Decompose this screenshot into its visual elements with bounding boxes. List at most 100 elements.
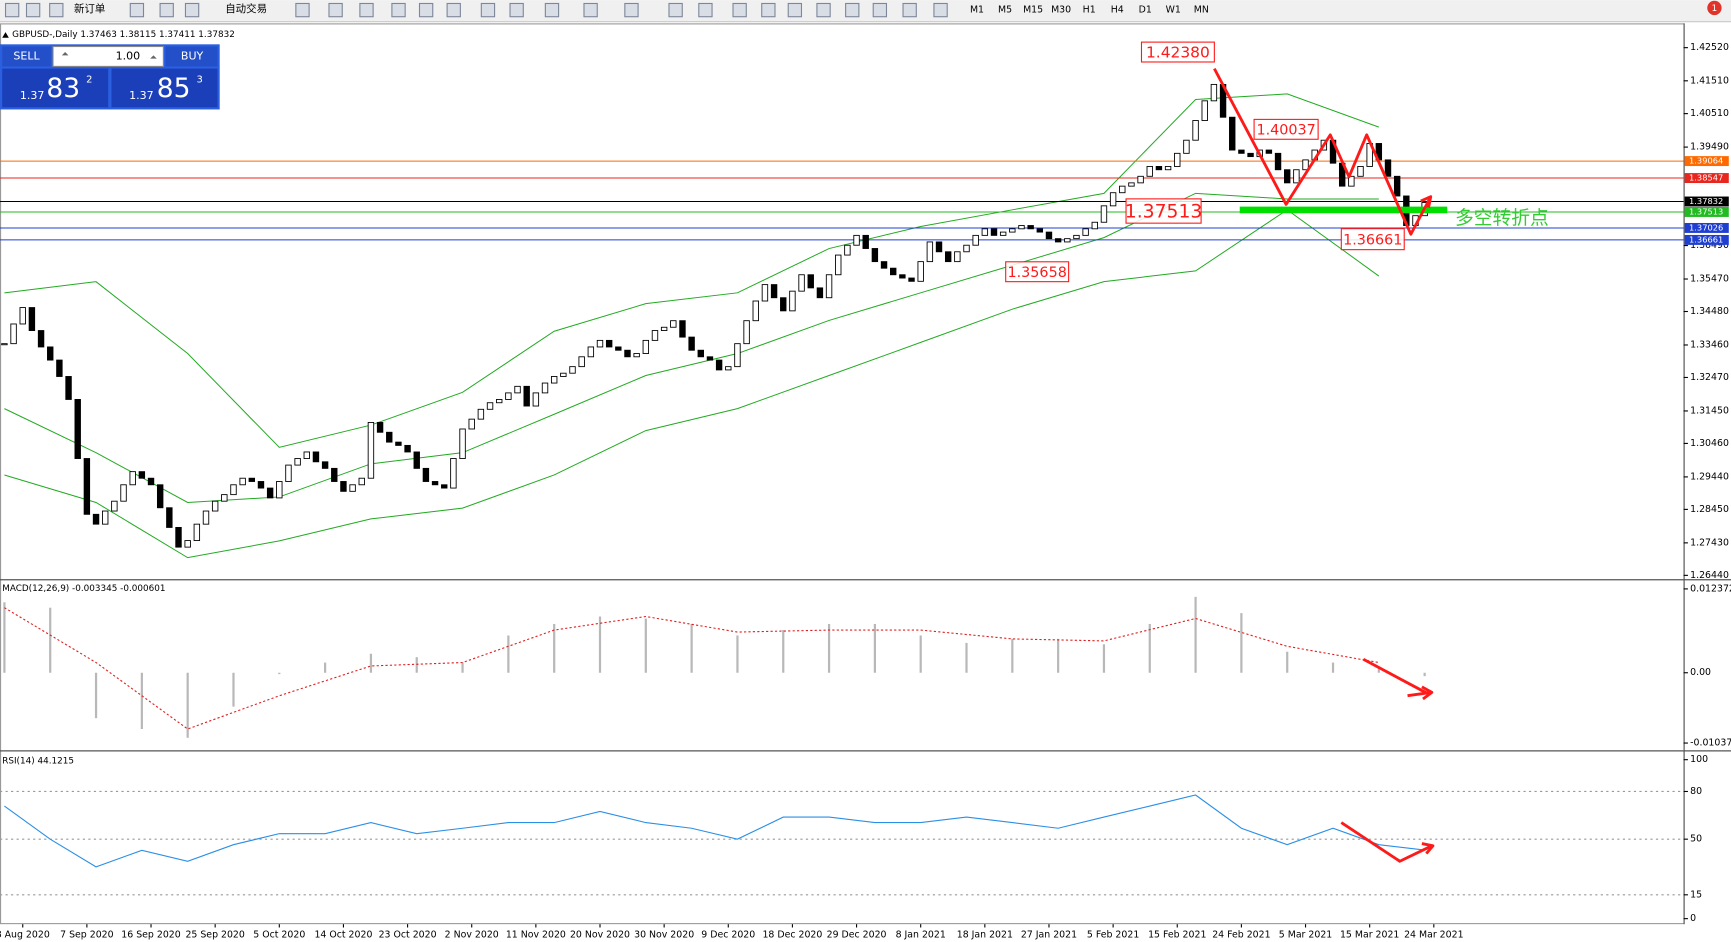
sell-label[interactable]: SELL xyxy=(13,49,40,62)
toolbar-icon[interactable] xyxy=(480,2,496,18)
candle xyxy=(468,418,475,430)
candle xyxy=(65,376,72,400)
candle xyxy=(944,251,952,263)
sell-button[interactable] xyxy=(2,46,51,67)
toolbar-icon[interactable] xyxy=(583,2,598,18)
sell-price-main: 83 xyxy=(46,73,80,104)
toolbar-icon[interactable] xyxy=(328,2,343,18)
timeframe-button[interactable]: M15 xyxy=(1023,5,1043,16)
toolbar-icon[interactable] xyxy=(184,2,200,18)
buy-button[interactable] xyxy=(165,46,218,67)
toolbar-icon[interactable] xyxy=(698,2,713,18)
toolbar-icon[interactable] xyxy=(787,2,803,18)
candle xyxy=(615,346,622,351)
toolbar-icon[interactable] xyxy=(872,2,888,18)
toolbar-icon[interactable] xyxy=(933,2,948,18)
candle xyxy=(257,481,265,489)
y-tick-label: 1.35470 xyxy=(1690,274,1729,285)
toolbar-icon[interactable] xyxy=(446,2,461,18)
macd-bar xyxy=(873,623,876,673)
candle xyxy=(651,330,659,341)
candle xyxy=(486,402,494,410)
candle xyxy=(1274,152,1282,171)
macd-bar xyxy=(1194,596,1197,673)
candle xyxy=(1393,175,1401,197)
x-tick-label: 20 Nov 2020 xyxy=(570,930,630,941)
auto-trading-button[interactable]: 自动交易 xyxy=(225,2,267,15)
timeframe-button[interactable]: H4 xyxy=(1111,5,1124,16)
candle xyxy=(697,349,704,358)
y-tick-label: 1.41510 xyxy=(1690,75,1729,86)
candle xyxy=(624,349,631,358)
candle xyxy=(102,510,109,525)
toolbar-icon[interactable] xyxy=(732,2,747,18)
macd-bar xyxy=(919,635,922,673)
toolbar-icon[interactable] xyxy=(624,2,639,18)
timeframe-button[interactable]: MN xyxy=(1194,5,1209,16)
annotation: 1.36661 xyxy=(1343,232,1402,248)
candle xyxy=(816,287,824,299)
price-tag xyxy=(1684,234,1729,245)
candle xyxy=(770,284,778,299)
volume-value[interactable]: 1.00 xyxy=(116,49,141,62)
new-order-button[interactable]: 新订单 xyxy=(74,2,105,15)
price-tag-label: 1.38547 xyxy=(1689,173,1723,183)
candle xyxy=(450,458,457,489)
toolbar-icon[interactable] xyxy=(25,2,41,18)
sell-price-box[interactable] xyxy=(2,68,109,108)
toolbar-icon[interactable] xyxy=(509,2,524,18)
toolbar-icon[interactable] xyxy=(295,2,310,18)
y-tick-label: 80 xyxy=(1690,786,1702,797)
candle xyxy=(1201,100,1208,121)
toolbar-icon[interactable] xyxy=(845,2,860,18)
candle xyxy=(1036,228,1044,233)
macd-bar xyxy=(553,623,556,673)
toolbar-icon[interactable] xyxy=(902,2,917,18)
toolbar-icon[interactable] xyxy=(544,2,560,18)
buy-price-box[interactable] xyxy=(111,68,218,108)
macd-bar xyxy=(94,672,98,719)
candle xyxy=(175,526,182,548)
x-tick-label: 8 Aug 2020 xyxy=(0,930,50,941)
candle xyxy=(404,444,411,453)
buy-price-main: 85 xyxy=(157,73,191,104)
candle xyxy=(358,477,365,486)
toolbar-icon[interactable] xyxy=(761,2,776,18)
timeframe-button[interactable]: M5 xyxy=(998,5,1012,16)
toolbar-icon[interactable] xyxy=(418,2,434,18)
timeframe-button[interactable]: W1 xyxy=(1166,5,1181,16)
toolbar-icon[interactable] xyxy=(391,2,406,18)
toolbar-icon[interactable] xyxy=(668,2,683,18)
timeframe-button[interactable]: M30 xyxy=(1051,5,1071,16)
candle xyxy=(780,297,787,312)
toolbar-icon[interactable] xyxy=(159,2,174,18)
timeframe-button[interactable]: D1 xyxy=(1139,5,1152,16)
candle xyxy=(1073,234,1080,240)
buy-label[interactable]: BUY xyxy=(181,49,204,62)
x-tick-label: 24 Feb 2021 xyxy=(1212,930,1270,941)
bollinger-band xyxy=(4,209,1380,559)
timeframe-button[interactable]: M1 xyxy=(970,5,984,16)
x-tick-label: 5 Oct 2020 xyxy=(253,930,305,941)
notification-badge[interactable] xyxy=(1707,0,1722,16)
timeframe-button[interactable]: H1 xyxy=(1083,5,1096,16)
macd-bar xyxy=(827,623,831,673)
toolbar-icon[interactable] xyxy=(49,2,64,18)
y-tick-label: 1.29440 xyxy=(1690,471,1729,482)
y-tick-label: 1.33460 xyxy=(1690,339,1729,350)
toolbar-icon[interactable] xyxy=(129,2,145,18)
price-tag-label: 1.39064 xyxy=(1689,156,1723,166)
candle xyxy=(1109,192,1117,207)
candle xyxy=(1091,221,1098,230)
toolbar-icon[interactable] xyxy=(816,2,831,18)
x-tick-label: 2 Nov 2020 xyxy=(445,930,499,941)
volume-field[interactable] xyxy=(52,45,164,67)
toolbar-icon[interactable] xyxy=(359,2,374,18)
candle xyxy=(395,441,402,446)
macd-bar xyxy=(49,607,52,673)
candle xyxy=(312,451,320,463)
macd-bar xyxy=(140,672,143,729)
macd-bar xyxy=(369,653,373,673)
candle xyxy=(47,346,54,361)
toolbar-icon[interactable] xyxy=(4,2,20,18)
